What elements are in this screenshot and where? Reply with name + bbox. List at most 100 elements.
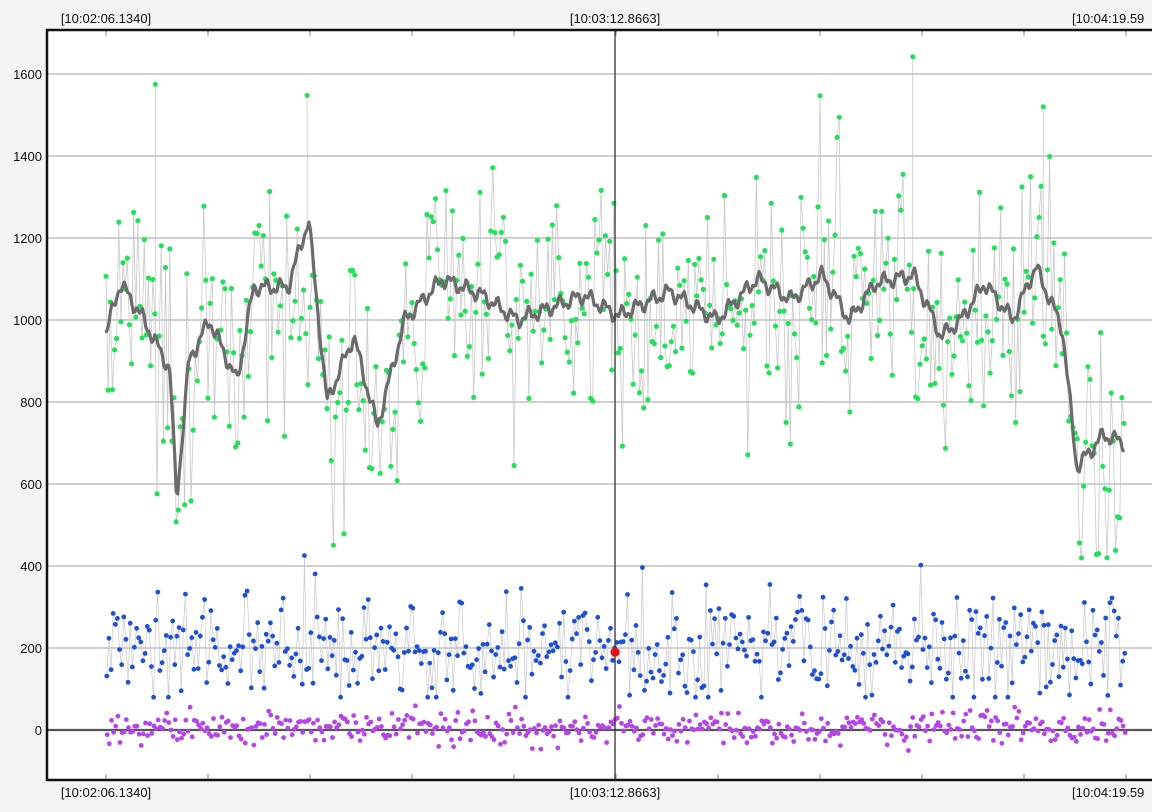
- middle-point: [859, 632, 864, 637]
- upper-point: [1117, 515, 1122, 520]
- middle-point: [746, 615, 751, 620]
- middle-point: [634, 623, 639, 628]
- middle-point: [353, 650, 358, 655]
- lower-point: [842, 725, 847, 730]
- upper-point: [118, 319, 123, 324]
- lower-point: [1061, 716, 1066, 721]
- lower-point: [183, 718, 188, 723]
- upper-point: [981, 403, 986, 408]
- lower-point: [500, 727, 505, 732]
- lower-point: [912, 734, 917, 739]
- lower-point: [694, 713, 699, 718]
- upper-point: [554, 203, 559, 208]
- lower-point: [1108, 708, 1113, 713]
- lower-point: [162, 718, 167, 723]
- upper-point: [205, 396, 210, 401]
- middle-point: [547, 650, 552, 655]
- lower-point: [175, 737, 180, 742]
- lower-point: [662, 732, 667, 737]
- upper-point: [875, 333, 880, 338]
- lower-point: [900, 732, 905, 737]
- upper-point: [1100, 464, 1105, 469]
- middle-point: [500, 629, 505, 634]
- lower-point: [1119, 718, 1124, 723]
- middle-point: [789, 624, 794, 629]
- upper-point: [390, 427, 395, 432]
- middle-point: [572, 619, 577, 624]
- lower-point: [441, 725, 446, 730]
- lower-point: [126, 725, 131, 730]
- upper-point: [735, 323, 740, 328]
- middle-point: [530, 672, 535, 677]
- upper-point: [467, 344, 472, 349]
- middle-point: [1014, 642, 1019, 647]
- middle-point: [638, 673, 643, 678]
- lower-point: [668, 727, 673, 732]
- middle-point: [470, 662, 475, 667]
- middle-point: [738, 632, 743, 637]
- middle-point: [332, 638, 337, 643]
- middle-point: [355, 681, 360, 686]
- middle-point: [202, 597, 207, 602]
- lower-point: [337, 722, 342, 727]
- upper-point: [973, 308, 978, 313]
- upper-point: [852, 254, 857, 259]
- middle-point: [816, 677, 821, 682]
- lower-point: [130, 729, 135, 734]
- upper-point: [443, 188, 448, 193]
- middle-point: [704, 582, 709, 587]
- upper-point: [244, 298, 249, 303]
- upper-point: [163, 265, 168, 270]
- upper-point: [333, 414, 338, 419]
- upper-point: [452, 353, 457, 358]
- lower-point: [910, 715, 915, 720]
- lower-point: [787, 727, 792, 732]
- upper-point: [841, 346, 846, 351]
- middle-point: [551, 648, 556, 653]
- upper-point: [458, 312, 463, 317]
- middle-point: [880, 647, 885, 652]
- lower-point: [290, 732, 295, 737]
- lower-point: [145, 733, 150, 738]
- lower-point: [1082, 716, 1087, 721]
- middle-point: [933, 617, 938, 622]
- middle-point: [238, 668, 243, 673]
- middle-point: [442, 631, 447, 636]
- middle-point: [291, 674, 296, 679]
- middle-point: [160, 660, 165, 665]
- upper-point: [365, 306, 370, 311]
- middle-point: [413, 650, 418, 655]
- upper-point: [282, 434, 287, 439]
- middle-point: [712, 616, 717, 621]
- lower-point: [456, 710, 461, 715]
- upper-point: [131, 210, 136, 215]
- upper-point: [307, 305, 312, 310]
- upper-point: [949, 372, 954, 377]
- upper-point: [620, 444, 625, 449]
- upper-point: [1009, 393, 1014, 398]
- upper-point: [460, 236, 465, 241]
- middle-point: [657, 668, 662, 673]
- middle-point: [515, 680, 520, 685]
- middle-point: [362, 605, 367, 610]
- middle-point: [279, 608, 284, 613]
- upper-point: [259, 263, 264, 268]
- middle-point: [706, 695, 711, 700]
- middle-point: [632, 667, 637, 672]
- middle-point: [404, 626, 409, 631]
- upper-point: [505, 333, 510, 338]
- upper-point: [924, 356, 929, 361]
- upper-point: [605, 272, 610, 277]
- middle-point: [785, 631, 790, 636]
- upper-point: [684, 319, 689, 324]
- highlight-point[interactable]: [610, 648, 619, 657]
- middle-point: [602, 644, 607, 649]
- middle-point: [959, 676, 964, 681]
- upper-point: [915, 396, 920, 401]
- lower-point: [1004, 722, 1009, 727]
- upper-point: [690, 371, 695, 376]
- middle-point: [819, 671, 824, 676]
- lower-point: [1027, 721, 1032, 726]
- upper-point: [448, 296, 453, 301]
